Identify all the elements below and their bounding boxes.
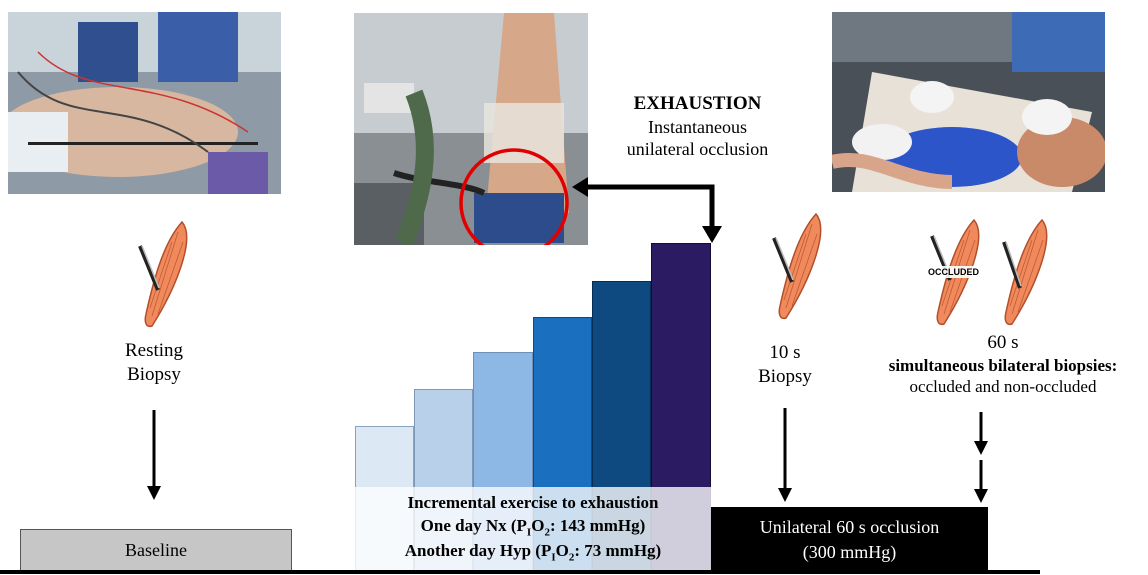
exhaustion-title: EXHAUSTION: [633, 93, 762, 114]
biopsy-60s-down-arrow: [974, 412, 988, 503]
muscle-biopsy-icon: [772, 212, 822, 320]
biopsy-10s-down-arrow: [778, 408, 792, 502]
exhaustion-label: EXHAUSTION Instantaneous unilateral occl…: [590, 92, 805, 161]
muscle-biopsy-icon: [1002, 218, 1048, 326]
resting-down-arrow: [147, 410, 161, 500]
occlusion-box: Unilateral 60 s occlusion (300 mmHg): [711, 507, 988, 572]
occlusion-line1: Unilateral 60 s occlusion: [759, 517, 940, 538]
resting-biopsy-line2: Biopsy: [127, 363, 181, 385]
biopsy-60s-line1: 60 s: [987, 332, 1019, 353]
biopsy-10s-line2: Biopsy: [758, 365, 812, 387]
exercise-line1: Incremental exercise to exhaustion: [407, 493, 659, 513]
biopsy-60s-line3: occluded and non-occluded: [909, 377, 1097, 396]
photo-leg-biopsy: [832, 12, 1105, 192]
biopsy-60s-line2: simultaneous bilateral biopsies:: [888, 355, 1118, 375]
occluded-tag: OCCLUDED: [925, 266, 982, 278]
highlight-circle: [459, 148, 569, 245]
resting-biopsy-label: Resting Biopsy: [94, 339, 214, 387]
photo-cycling-subject: [354, 13, 588, 245]
biopsy-10s-label: 10 s Biopsy: [735, 341, 835, 389]
exhaustion-arrow: [572, 177, 722, 243]
exercise-line2: One day Nx (PIO2: 143 mmHg): [420, 516, 646, 539]
occlusion-line2: (300 mmHg): [802, 541, 897, 562]
baseline-label: Baseline: [125, 540, 187, 560]
exercise-box: Incremental exercise to exhaustion One d…: [355, 487, 711, 571]
resting-biopsy-line1: Resting: [124, 340, 184, 361]
photo-resting-procedure: [8, 12, 281, 194]
timeline-axis: [0, 570, 1040, 574]
muscle-biopsy-icon: [138, 220, 188, 328]
biopsy-60s-label: 60 s simultaneous bilateral biopsies: oc…: [858, 331, 1148, 397]
exercise-line3: Another day Hyp (PIO2: 73 mmHg): [404, 541, 662, 564]
exhaustion-line1: Instantaneous: [648, 116, 747, 137]
biopsy-10s-line1: 10 s: [769, 342, 801, 363]
baseline-box: Baseline: [20, 529, 292, 572]
exhaustion-line2: unilateral occlusion: [626, 139, 769, 160]
